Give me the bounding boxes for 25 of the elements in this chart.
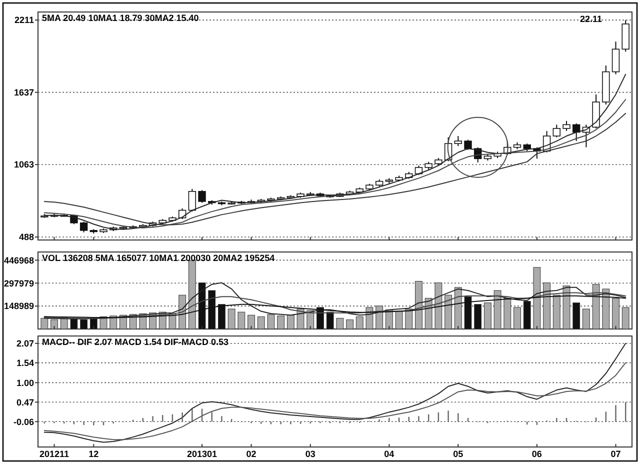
y-tick-label: 1063	[14, 160, 34, 170]
x-tick-label: 03	[305, 449, 316, 459]
y-tick-label: 488	[18, 232, 34, 242]
y-tick-label: 446968	[4, 255, 34, 266]
x-tick-label: 04	[384, 449, 394, 459]
y-tick-label: 1.54	[16, 358, 34, 368]
y-tick-label: 1637	[14, 87, 34, 98]
x-tick-label: 12	[88, 449, 99, 459]
y-tick-label: 1.00	[16, 378, 34, 388]
y-tick-label: 2.07	[16, 338, 34, 348]
annotation: 22.11	[580, 14, 602, 24]
x-tick-label: 06	[532, 449, 542, 459]
x-tick-label: 201301	[186, 449, 218, 459]
y-tick-label: 148989	[4, 301, 34, 312]
x-tick-label: 02	[246, 449, 256, 459]
annotation: VOL 136208 5MA 165077 10MA1 200030 20MA2 195254	[42, 253, 275, 263]
annotation: MACD-- DIF 2.07 MACD 1.54 DIF-MACD 0.53	[42, 337, 229, 347]
y-tick-label: 297979	[4, 278, 34, 288]
x-tick-label: 07	[610, 449, 621, 459]
x-tick-label: 05	[453, 449, 464, 459]
y-tick-label: 2211	[14, 15, 34, 26]
y-tick-label: -0.06	[13, 416, 34, 427]
x-tick-label: 201211	[39, 449, 70, 459]
annotation: 5MA 20.49 10MA1 18.79 30MA2 15.40	[42, 13, 199, 23]
y-tick-label: 0.47	[16, 397, 34, 408]
